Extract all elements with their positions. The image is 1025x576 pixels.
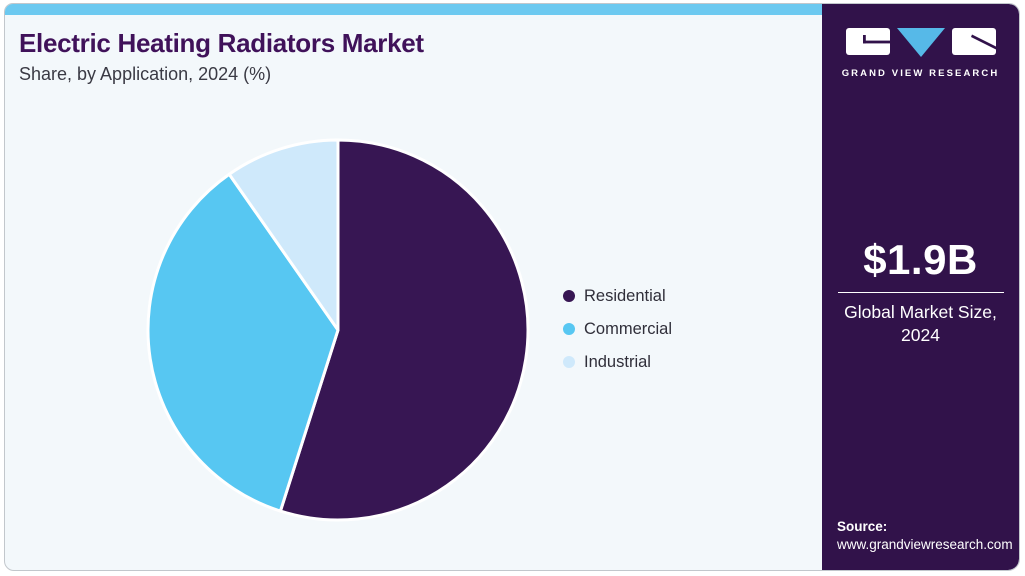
legend-swatch-commercial-icon xyxy=(563,323,575,335)
legend-item-commercial: Commercial xyxy=(563,318,672,340)
top-accent-bar xyxy=(5,4,822,15)
divider xyxy=(837,292,1004,293)
grand-view-research-logo-icon xyxy=(845,28,996,57)
logo-g-icon xyxy=(845,28,890,55)
chart-card: Electric Heating Radiators Market Share,… xyxy=(4,3,1020,571)
pie-slice-commercial xyxy=(146,172,340,513)
brand-panel: GRAND VIEW RESEARCH $1.9B Global Market … xyxy=(822,4,1019,570)
pie-slice-industrial xyxy=(227,138,340,332)
market-size-value: $1.9B xyxy=(863,236,978,283)
page-subtitle: Share, by Application, 2024 (%) xyxy=(19,64,272,84)
source-block: Source: www.grandviewresearch.com xyxy=(837,518,1013,554)
legend-label-industrial: Industrial xyxy=(584,352,651,371)
page-title: Electric Heating Radiators Market xyxy=(19,28,424,58)
legend-label-residential: Residential xyxy=(584,286,666,305)
brand-name: GRAND VIEW RESEARCH xyxy=(841,68,1000,79)
legend-item-residential: Residential xyxy=(563,285,672,307)
header: Electric Heating Radiators Market Share,… xyxy=(19,28,424,86)
logo-v-icon xyxy=(896,28,945,57)
market-size-block: $1.9B Global Market Size, 2024 xyxy=(822,236,1019,347)
legend-swatch-residential-icon xyxy=(563,290,575,302)
legend-label-commercial: Commercial xyxy=(584,319,673,338)
market-size-caption: Global Market Size, 2024 xyxy=(844,302,997,345)
brand-logo-block: GRAND VIEW RESEARCH xyxy=(822,24,1019,79)
legend-swatch-industrial-icon xyxy=(563,356,575,368)
logo-r-icon xyxy=(951,28,996,55)
legend: Residential Commercial Industrial xyxy=(563,285,672,384)
pie-chart xyxy=(146,138,530,522)
pie-slice-residential xyxy=(278,138,530,522)
source-label: Source: xyxy=(837,519,888,534)
pie-chart-container xyxy=(128,120,548,540)
legend-item-industrial: Industrial xyxy=(563,351,672,373)
source-url: www.grandviewresearch.com xyxy=(837,537,1013,552)
